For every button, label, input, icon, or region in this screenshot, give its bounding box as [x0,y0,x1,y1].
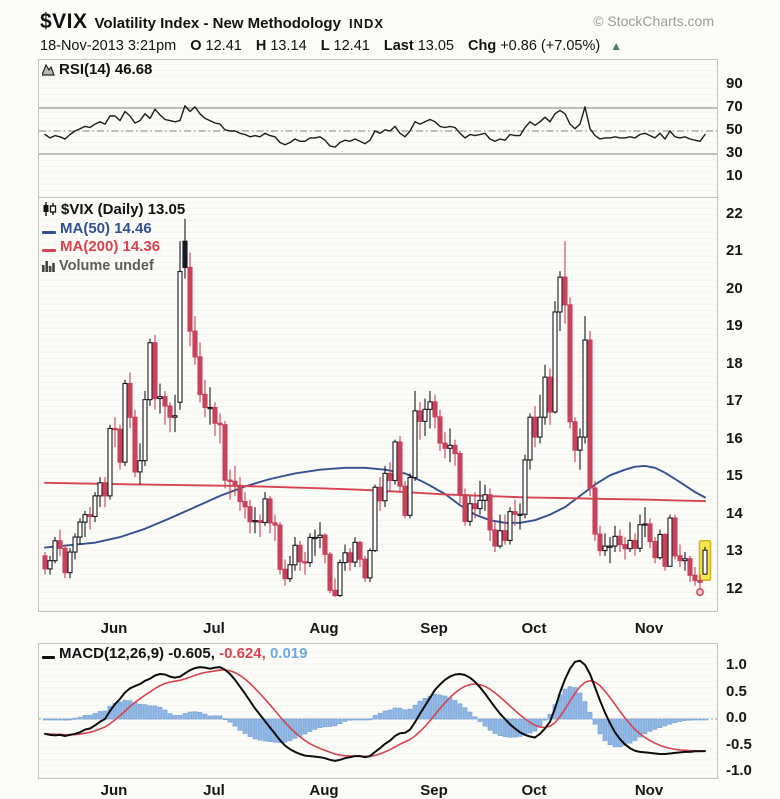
macd-tick-label: -1.0 [726,762,752,779]
low-label: L [320,38,330,54]
macd-line-swatch-icon [42,647,55,664]
main-legend: $VIX (Daily) 13.05 MA(50) 14.46 MA(200) … [42,201,185,275]
macd-tick-label: 0.5 [726,682,747,700]
change-up-arrow-icon: ▲ [610,39,623,53]
rsi-tick-label: 10 [726,167,743,184]
macd-value: -0.605, [168,645,215,662]
macd-legend: MACD(12,26,9) -0.605, -0.624, 0.019 [42,645,308,664]
open-label: O [190,38,202,54]
month-label: Jun [100,782,128,799]
symbol-label: $VIX [40,10,88,33]
last-label: Last [383,38,414,54]
ma200-legend-label: MA(200) 14.36 [60,238,161,255]
month-label: Jun [100,620,128,637]
macd-tick-label: 0.0 [726,709,747,726]
price-tick-label: 14 [726,504,743,522]
price-tick-label: 19 [726,317,743,335]
price-tick-label: 16 [726,429,743,447]
month-label: Jul [203,782,225,799]
price-tick-label: 13 [726,542,743,560]
ma50-line-swatch-icon [42,222,56,241]
price-tick-label: 15 [726,467,743,485]
chg-label: Chg [468,38,497,54]
price-tick-label: 22 [726,205,743,222]
month-label: Sep [420,782,448,799]
quote-line: 18-Nov-2013 3:21pm O 12.41 H 13.14 L 12.41 … [40,38,622,56]
macd-plot [39,659,717,762]
month-label: Aug [309,782,339,799]
rsi-tick-label: 30 [726,144,743,161]
ma200-line-swatch-icon [42,240,56,259]
price-tick-label: 12 [726,579,743,597]
candlestick-plot [42,218,712,597]
macd-panel [38,643,718,779]
month-label: Oct [521,620,547,637]
month-label: Nov [634,782,664,799]
high-value: 13.14 [270,38,307,54]
macd-signal-value: -0.624, [219,645,266,662]
month-label: Aug [309,620,339,637]
month-label: Nov [634,620,664,637]
low-value: 12.41 [333,38,370,54]
macd-legend-name: MACD(12,26,9) [59,645,165,662]
ma50-legend-label: MA(50) 14.46 [60,219,152,237]
open-value: 12.41 [205,38,242,54]
rsi-plot [39,105,717,155]
last-value: 13.05 [417,38,454,54]
price-tick-label: 17 [726,392,743,410]
exchange-label: INDX [348,16,384,31]
volume-legend-label: Volume undef [59,257,154,274]
rsi-tick-label: 70 [726,98,743,115]
macd-tick-label: -0.5 [726,735,752,753]
rsi-tick-label: 50 [726,121,743,138]
month-label: Jul [203,620,225,637]
rsi-tick-label: 90 [726,75,743,92]
main-legend-symbol: $VIX (Daily) 13.05 [61,201,186,218]
main-price-panel [38,197,718,612]
rsi-indicator-icon [41,63,55,80]
price-tick-label: 20 [726,279,743,297]
macd-histogram-value: 0.019 [269,645,308,662]
page-title: Volatility Index - New Methodology [94,15,341,32]
chg-value: +0.86 (+7.05%) [500,38,601,54]
macd-tick-label: 1.0 [726,656,747,673]
rsi-panel [38,59,718,198]
chart-header: $VIX Volatility Index - New Methodology IN… [40,10,384,34]
month-label: Oct [521,782,547,799]
price-tick-label: 18 [726,354,743,372]
candlestick-icon [42,202,57,222]
rsi-legend-label: RSI(14) 46.68 [59,61,153,78]
copyright-label: © StockCharts.com [593,13,714,29]
datetime-label: 18-Nov-2013 3:21pm [40,38,177,54]
volume-bars-icon [42,259,55,278]
price-tick-label: 21 [726,242,743,260]
rsi-legend: RSI(14) 46.68 [41,61,153,80]
month-label: Sep [420,620,448,637]
high-label: H [255,38,267,54]
